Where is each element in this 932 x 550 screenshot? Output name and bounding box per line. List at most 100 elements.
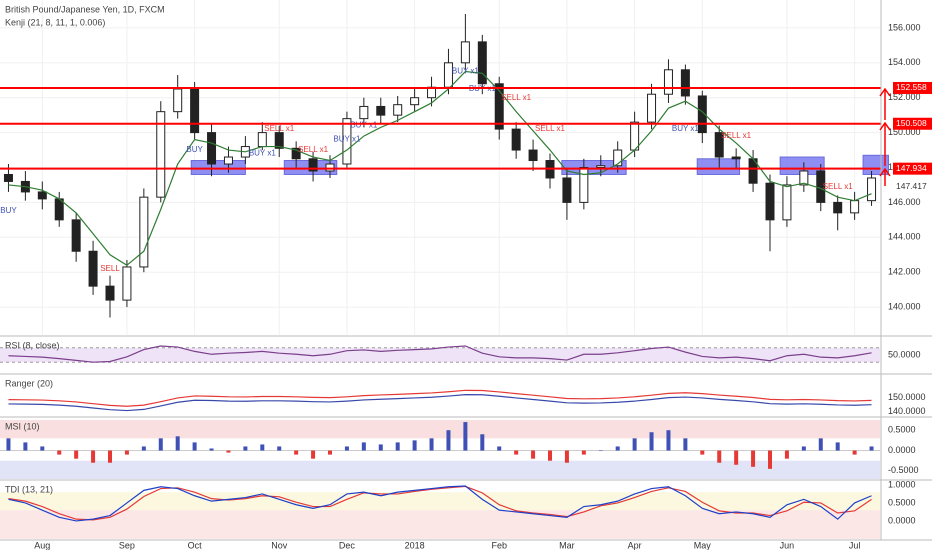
y-tick-label: 156.000 — [888, 22, 921, 32]
candle-body — [782, 184, 792, 221]
level-tag — [893, 162, 932, 175]
candle-body — [867, 177, 877, 202]
arrow-head — [879, 121, 891, 131]
histogram-bar — [446, 430, 451, 451]
level-tag — [893, 117, 932, 130]
signal-label: SELL x1 — [535, 124, 565, 133]
candle-body — [579, 167, 589, 203]
histogram-bar — [260, 444, 265, 451]
candle-body — [325, 163, 335, 172]
candle-body — [647, 93, 657, 123]
histogram-bar — [683, 438, 688, 451]
indicator-title: Kenji (21, 8, 11, 1, 0.006) — [5, 17, 105, 27]
y-tick-label: 154.000 — [888, 57, 921, 67]
histogram-bar — [835, 442, 840, 451]
histogram-bar — [615, 446, 620, 451]
histogram-bar — [852, 450, 857, 455]
arrows — [879, 87, 891, 186]
zone — [696, 158, 741, 175]
candle-body — [697, 95, 707, 134]
histogram-bar — [108, 450, 112, 463]
histogram-bar — [751, 450, 756, 467]
candle-body — [410, 97, 420, 106]
signal-label: BUY — [0, 206, 17, 215]
x-tick-label: Nov — [271, 540, 288, 550]
indicator-line — [8, 389, 872, 407]
histogram-bar — [649, 432, 654, 451]
histogram-bar — [598, 450, 603, 452]
zone — [862, 154, 889, 175]
histogram-bar — [497, 446, 502, 451]
y-tick-label: 150.000 — [888, 127, 921, 137]
candle-body — [663, 69, 673, 95]
histogram-bar — [91, 450, 96, 463]
y-tick-label: 140.000 — [888, 301, 921, 311]
histogram-bar — [277, 446, 282, 451]
histogram-bar — [514, 450, 519, 455]
y-tick-label: 150.0000 — [888, 392, 926, 402]
candle-body — [850, 200, 860, 214]
candle-body — [308, 158, 318, 172]
histogram-bar — [801, 446, 806, 451]
histogram-bar — [311, 450, 316, 459]
histogram-bar — [768, 450, 772, 469]
histogram-bar — [395, 442, 400, 451]
histogram-bar — [784, 450, 789, 459]
histogram-bar — [581, 450, 586, 455]
signal-label: SELL x1 — [501, 93, 531, 102]
candle-body — [477, 41, 487, 85]
x-tick-label: Sep — [119, 540, 135, 550]
histogram-bar — [717, 450, 722, 463]
histogram-bar — [6, 438, 11, 451]
candle-body — [88, 250, 98, 287]
candle-body — [460, 41, 470, 64]
candle-body — [765, 182, 775, 221]
histogram-bar — [328, 450, 332, 455]
candle-body — [291, 147, 301, 160]
candle-body — [731, 156, 741, 160]
histogram-bar — [412, 440, 417, 451]
x-tick-label: 2018 — [405, 540, 425, 550]
candle-body — [562, 177, 572, 203]
level-tag-label: 147.934 — [896, 163, 927, 173]
candle-body — [714, 132, 724, 158]
level-tag-label: 152.558 — [896, 82, 927, 92]
indicator-line — [8, 485, 872, 521]
signal-label: BUY x1 — [672, 124, 700, 133]
candle-body — [156, 111, 166, 198]
candle-body — [596, 165, 606, 168]
histogram-bar — [700, 450, 705, 455]
indicator-line — [8, 345, 872, 363]
histogram-bar — [361, 442, 366, 451]
candle-body — [613, 149, 623, 167]
candle-body — [257, 132, 267, 148]
histogram-bar — [124, 450, 129, 455]
candle-body — [37, 191, 47, 200]
x-tick-label: May — [694, 540, 712, 550]
band — [0, 460, 880, 479]
y-tick-label: 50.0000 — [888, 349, 921, 359]
pane-title: Ranger (20) — [5, 378, 53, 388]
y-tick-label: 144.000 — [888, 232, 921, 242]
histogram-bar — [23, 442, 28, 451]
pane-title: TDI (13, 21) — [5, 484, 53, 494]
band — [0, 420, 880, 439]
y-tick-label: 1.0000 — [888, 479, 916, 489]
histogram-bar — [294, 450, 299, 455]
y-tick-label: 140.0000 — [888, 406, 926, 416]
candle-body — [799, 170, 809, 186]
histogram-bar — [548, 450, 552, 461]
x-tick-label: Dec — [339, 540, 356, 550]
candle-body — [376, 105, 386, 116]
histogram-bar — [869, 446, 874, 451]
x-tick-label: Jun — [780, 540, 795, 550]
candle-body — [190, 88, 200, 134]
histogram-bar — [480, 434, 485, 451]
candle-body — [105, 285, 115, 301]
indicator-line — [8, 485, 872, 522]
zone — [561, 160, 627, 175]
arrow-head — [879, 87, 891, 97]
y-tick-label: 0.5000 — [888, 425, 916, 435]
x-tick-label: Oct — [188, 540, 203, 550]
